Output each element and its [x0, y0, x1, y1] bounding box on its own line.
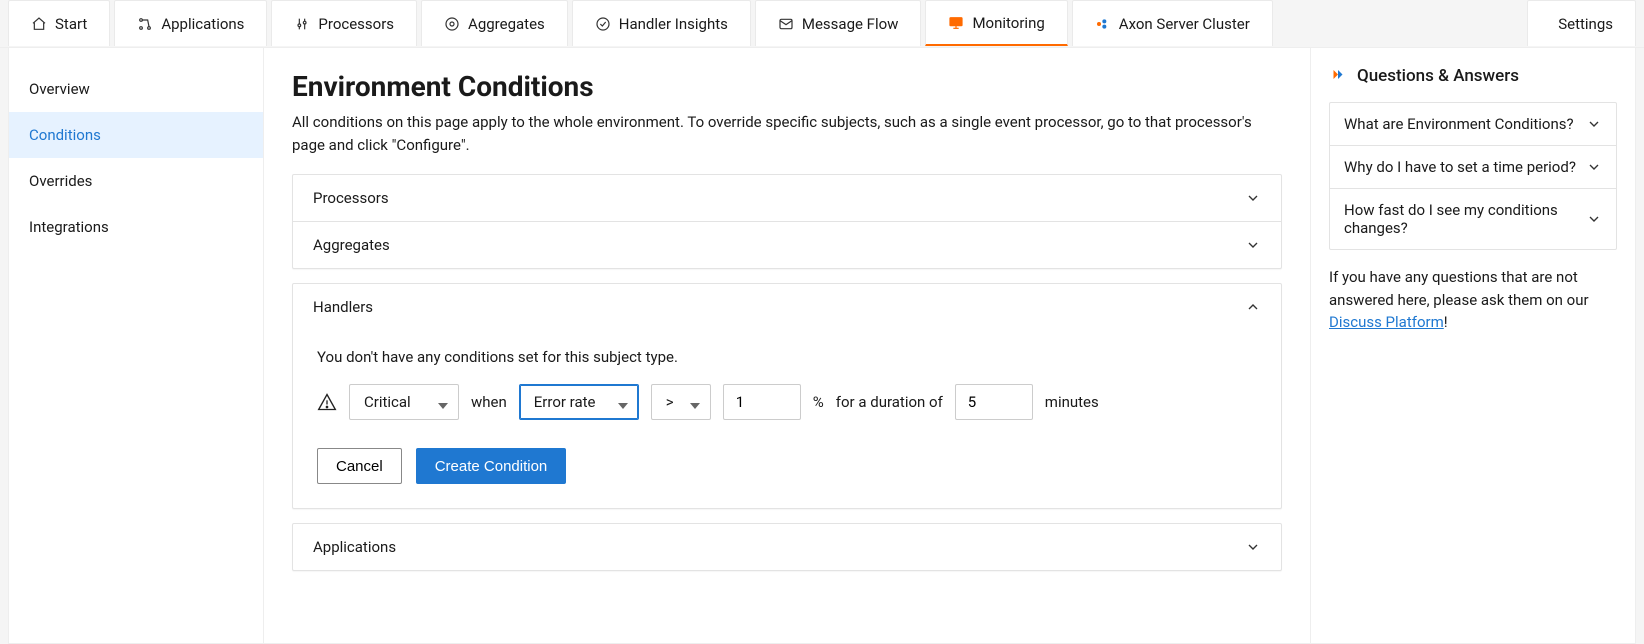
select-value: Critical — [364, 393, 411, 411]
qa-item[interactable]: Why do I have to set a time period? — [1330, 145, 1616, 188]
warning-icon — [317, 392, 337, 412]
tab-axon-cluster[interactable]: Axon Server Cluster — [1072, 0, 1273, 46]
duration-unit: minutes — [1045, 393, 1099, 411]
button-label: Create Condition — [435, 458, 548, 475]
caret-down-icon — [438, 397, 448, 407]
qa-icon — [1329, 67, 1347, 85]
threshold-input[interactable] — [723, 384, 801, 420]
tab-label: Settings — [1558, 15, 1613, 33]
accordion-label: Handlers — [313, 298, 373, 316]
qa-item-label: Why do I have to set a time period? — [1344, 158, 1576, 176]
aggregates-icon — [444, 16, 460, 32]
qa-panel: Questions & Answers What are Environment… — [1310, 48, 1635, 643]
cancel-button[interactable]: Cancel — [317, 448, 402, 484]
chevron-down-icon — [1586, 211, 1602, 227]
sidebar-item-label: Conditions — [29, 126, 101, 144]
axon-cluster-icon — [1095, 16, 1111, 32]
create-condition-button[interactable]: Create Condition — [416, 448, 567, 484]
page-description: All conditions on this page apply to the… — [292, 111, 1252, 156]
qa-item[interactable]: How fast do I see my conditions changes? — [1330, 188, 1616, 249]
chevron-up-icon — [1245, 299, 1261, 315]
monitoring-icon — [948, 15, 964, 31]
sidebar-item-label: Overview — [29, 80, 90, 98]
message-flow-icon — [778, 16, 794, 32]
sidebar-item-conditions[interactable]: Conditions — [9, 112, 263, 158]
accordion-aggregates[interactable]: Aggregates — [293, 222, 1281, 268]
qa-item[interactable]: What are Environment Conditions? — [1330, 103, 1616, 145]
select-value: > — [666, 393, 674, 411]
tab-label: Monitoring — [972, 14, 1044, 32]
condition-form: Critical when Error rate > — [317, 384, 1257, 420]
qa-item-label: How fast do I see my conditions changes? — [1344, 201, 1576, 237]
top-nav: Start Applications Processors — [0, 0, 1644, 48]
sidebar-item-overview[interactable]: Overview — [9, 66, 263, 112]
insights-icon — [595, 16, 611, 32]
accordion-group-bottom: Applications — [292, 523, 1282, 571]
page-title: Environment Conditions — [292, 70, 1282, 103]
discuss-platform-link[interactable]: Discuss Platform — [1329, 313, 1444, 331]
tab-label: Applications — [161, 15, 244, 33]
accordion-group-handlers: Handlers You don't have any conditions s… — [292, 283, 1282, 509]
tab-label: Aggregates — [468, 15, 545, 33]
chevron-down-icon — [1586, 159, 1602, 175]
link-text: Discuss Platform — [1329, 313, 1444, 331]
tab-monitoring[interactable]: Monitoring — [925, 0, 1067, 46]
accordion-group-top: Processors Aggregates — [292, 174, 1282, 269]
tab-label: Axon Server Cluster — [1119, 15, 1250, 33]
duration-label: for a duration of — [836, 393, 943, 411]
when-label: when — [471, 393, 507, 411]
sidebar-item-overrides[interactable]: Overrides — [9, 158, 263, 204]
tab-message-flow[interactable]: Message Flow — [755, 0, 922, 46]
processors-icon — [294, 16, 310, 32]
tab-start[interactable]: Start — [8, 0, 110, 46]
chevron-down-icon — [1245, 190, 1261, 206]
severity-select[interactable]: Critical — [349, 384, 459, 420]
duration-input[interactable] — [955, 384, 1033, 420]
tab-label: Handler Insights — [619, 15, 728, 33]
qa-footer-pre: If you have any questions that are not a… — [1329, 268, 1589, 309]
sidebar-item-label: Overrides — [29, 172, 92, 190]
caret-down-icon — [618, 397, 628, 407]
apps-icon — [137, 16, 153, 32]
tab-processors[interactable]: Processors — [271, 0, 417, 46]
metric-select[interactable]: Error rate — [519, 384, 639, 420]
percent-label: % — [813, 393, 824, 411]
handlers-body: You don't have any conditions set for th… — [293, 330, 1281, 508]
qa-item-label: What are Environment Conditions? — [1344, 115, 1574, 133]
chevron-down-icon — [1245, 237, 1261, 253]
home-icon — [31, 16, 47, 32]
handlers-empty-message: You don't have any conditions set for th… — [317, 348, 1257, 366]
chevron-down-icon — [1245, 539, 1261, 555]
sidebar-item-label: Integrations — [29, 218, 109, 236]
select-value: Error rate — [534, 393, 596, 411]
qa-footer: If you have any questions that are not a… — [1329, 266, 1617, 334]
qa-footer-post: ! — [1444, 313, 1448, 331]
accordion-processors[interactable]: Processors — [293, 175, 1281, 221]
sidebar: Overview Conditions Overrides Integratio… — [9, 48, 264, 643]
tab-applications[interactable]: Applications — [114, 0, 267, 46]
tab-label: Start — [55, 15, 87, 33]
tab-aggregates[interactable]: Aggregates — [421, 0, 568, 46]
tab-settings[interactable]: Settings — [1527, 0, 1636, 46]
main-content: Environment Conditions All conditions on… — [264, 48, 1310, 643]
qa-list: What are Environment Conditions? Why do … — [1329, 102, 1617, 250]
qa-title-text: Questions & Answers — [1357, 66, 1519, 86]
accordion-applications[interactable]: Applications — [293, 524, 1281, 570]
chevron-down-icon — [1586, 116, 1602, 132]
qa-title: Questions & Answers — [1329, 64, 1617, 92]
accordion-handlers[interactable]: Handlers — [293, 284, 1281, 330]
tab-label: Processors — [318, 15, 394, 33]
button-label: Cancel — [336, 458, 383, 475]
caret-down-icon — [690, 397, 700, 407]
accordion-label: Applications — [313, 538, 396, 556]
sidebar-item-integrations[interactable]: Integrations — [9, 204, 263, 250]
tab-label: Message Flow — [802, 15, 899, 33]
accordion-label: Aggregates — [313, 236, 390, 254]
accordion-label: Processors — [313, 189, 389, 207]
tab-handler-insights[interactable]: Handler Insights — [572, 0, 751, 46]
operator-select[interactable]: > — [651, 384, 711, 420]
